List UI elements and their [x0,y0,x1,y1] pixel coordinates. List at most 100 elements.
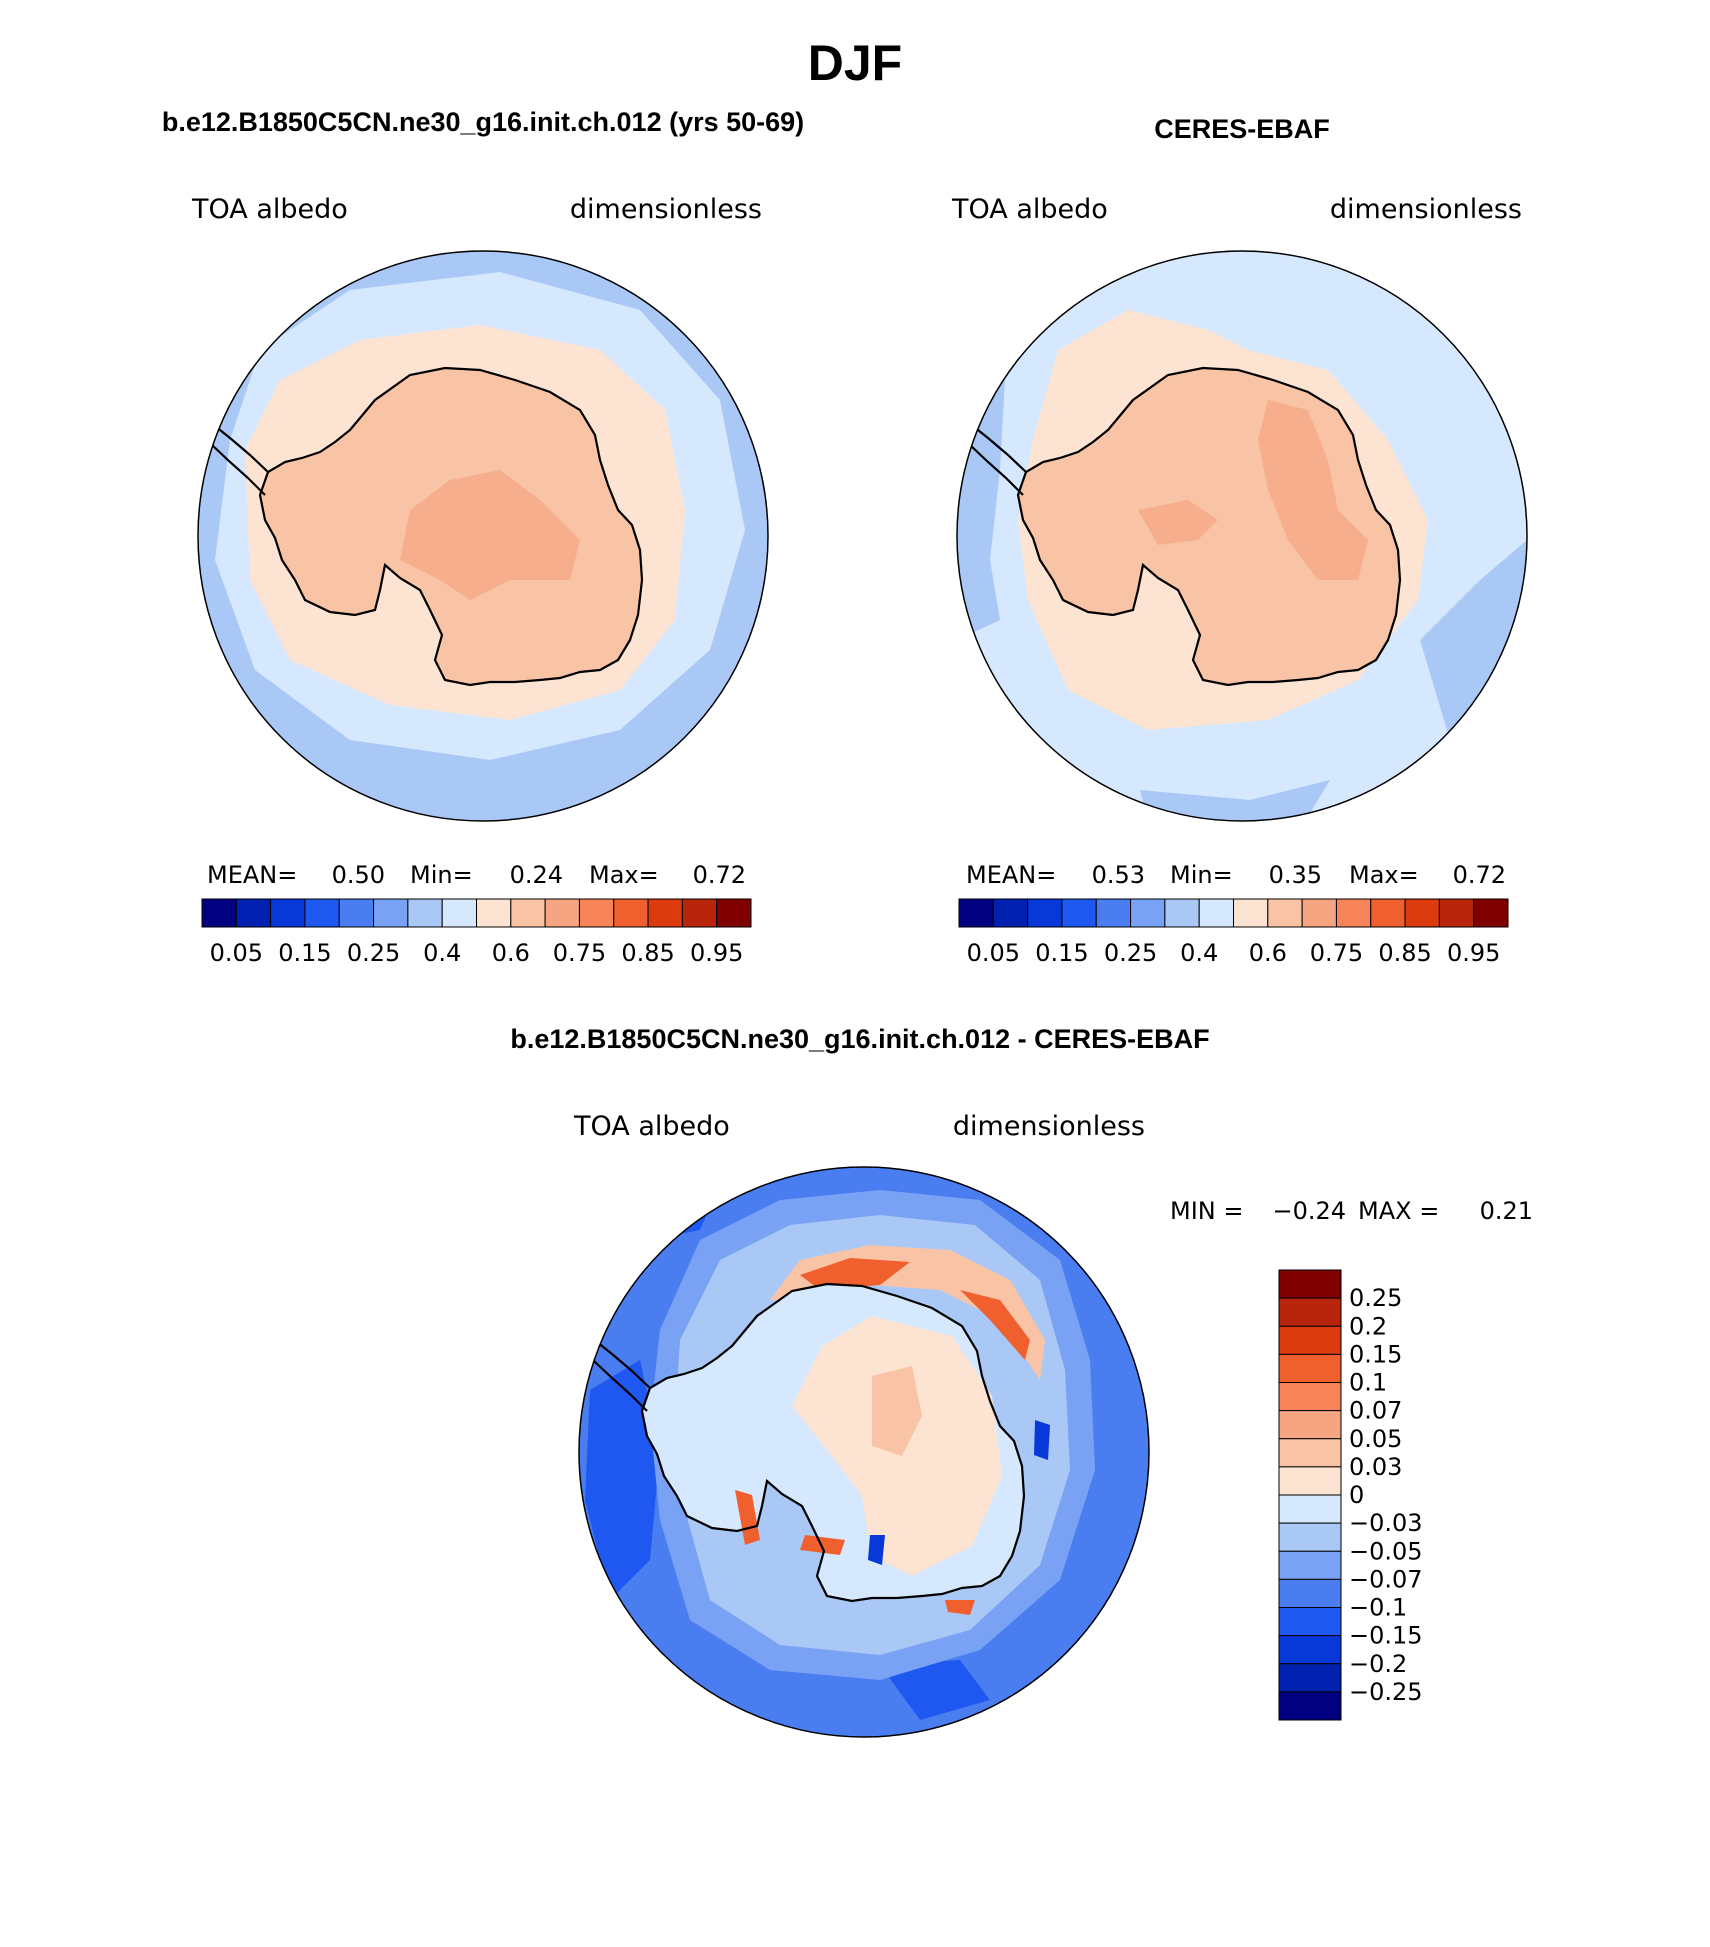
colorbar-tick-label: −0.2 [1349,1650,1407,1678]
panel-model-variable: TOA albedo [191,194,348,225]
colorbar-swatch [544,898,580,928]
east-plateau [1138,500,1218,545]
panel-obs-title: CERES-EBAF [1154,114,1330,144]
colorbar-tick-label: 0.4 [1180,939,1218,967]
colorbar-swatch [1301,898,1337,928]
colorbar-diff: 0.250.20.150.10.070.050.030−0.03−0.05−0.… [1278,1269,1423,1721]
panel-diff-units: dimensionless [953,1111,1145,1142]
colorbar-swatch [1278,1438,1342,1468]
stats-line-model: MEAN= 0.50 Min= 0.24 Max= 0.72 [207,861,746,889]
colorbar-swatch [1027,898,1063,928]
max-value: 0.72 [693,861,746,889]
max-label: Max= [1349,861,1419,889]
colorbar-swatch [476,898,512,928]
colorbar-swatch [1278,1410,1342,1440]
colorbar-swatch [1278,1578,1342,1608]
colorbar-tick-label: −0.05 [1349,1537,1423,1565]
colorbar-tick-label: 0.05 [1349,1425,1402,1453]
min-value: 0.24 [510,861,563,889]
east-plateau [1258,400,1368,580]
colorbar-swatch [992,898,1029,928]
colorbar-swatch [1335,898,1372,928]
colorbar-swatch [578,898,615,928]
panel-diff: b.e12.B1850C5CN.ne30_g16.init.ch.012 - C… [510,1024,1533,1738]
colorbar-tick-label: 0.1 [1349,1369,1387,1397]
colorbar-swatch [270,898,306,928]
min-value: 0.35 [1269,861,1322,889]
colorbar-tick-label: 0.25 [1104,939,1157,967]
colorbar-swatch [1278,1494,1342,1524]
coastal-positive [945,1600,975,1615]
colorbar-swatch [1278,1353,1342,1383]
colorbar-tick-label: 0.2 [1349,1312,1387,1340]
colorbar-swatch [681,898,718,928]
colorbar-tick-label: 0.15 [1035,939,1088,967]
colorbar-swatch [1130,898,1166,928]
colorbar-tick-label: 0.6 [1249,939,1287,967]
east-plateau [400,470,580,600]
colorbar-tick-label: 0.85 [621,939,674,967]
panel-diff-variable: TOA albedo [573,1111,730,1142]
polar-map-model [198,251,768,821]
panel-obs: CERES-EBAF TOA albedo dimensionless MEAN… [951,114,1528,967]
colorbar-swatch [1278,1635,1342,1665]
colorbar-swatch [1370,898,1406,928]
colorbar-tick-label: 0.95 [1447,939,1500,967]
colorbar-tick-label: 0.4 [423,939,461,967]
colorbar-swatch [958,898,994,928]
panel-diff-title: b.e12.B1850C5CN.ne30_g16.init.ch.012 - C… [510,1024,1209,1054]
colorbar-tick-label: 0.05 [210,939,263,967]
coastal-positive [800,1535,845,1555]
mean-value: 0.53 [1092,861,1145,889]
colorbar-tick-label: −0.15 [1349,1622,1423,1650]
colorbar-tick-label: −0.1 [1349,1594,1407,1622]
panel-model-title: b.e12.B1850C5CN.ne30_g16.init.ch.012 (yr… [162,107,804,137]
colorbar-tick-label: −0.25 [1349,1678,1423,1706]
positive-arc-core [960,1290,1030,1360]
colorbar-tick-label: 0.15 [1349,1340,1402,1368]
max-value: 0.72 [1453,861,1506,889]
mean-value: 0.50 [332,861,385,889]
colorbar-swatch [1061,898,1097,928]
colorbar-swatch [716,898,752,928]
colorbar-tick-label: 0.95 [690,939,743,967]
stats-line-obs: MEAN= 0.53 Min= 0.35 Max= 0.72 [966,861,1506,889]
colorbar-swatch [1278,1691,1342,1721]
colorbar-swatch [1278,1550,1342,1580]
colorbar-tick-label: 0.05 [967,939,1020,967]
colorbar-tick-label: 0.15 [278,939,331,967]
panel-obs-units: dimensionless [1330,194,1522,225]
strong-negative-patch [585,1360,660,1600]
figure-title: DJF [808,35,902,91]
colorbar-swatch [1278,1522,1342,1552]
min-label: Min= [410,861,473,889]
colorbar-tick-label: 0 [1349,1481,1364,1509]
colorbar-swatch [647,898,683,928]
colorbar-swatch [1473,898,1509,928]
colorbar-swatch [441,898,477,928]
colorbar-tick-label: 0.85 [1378,939,1431,967]
coastal-positive [735,1490,760,1545]
mean-label: MEAN= [966,861,1056,889]
colorbar-tick-label: 0.75 [553,939,606,967]
map-border [956,250,1528,822]
colorbar-swatch [1164,898,1200,928]
min-label: MIN = [1170,1197,1243,1225]
colorbar-swatch [1278,1269,1342,1299]
map-border [197,250,769,822]
max-label: Max= [589,861,659,889]
colorbar-swatch [1278,1297,1342,1327]
colorbar-tick-label: −0.03 [1349,1509,1423,1537]
stats-diff: MIN = −0.24 MAX = 0.21 [1170,1197,1533,1225]
colorbar-swatch [1278,1663,1342,1693]
colorbar-obs: 0.05 0.15 0.25 0.4 0.6 0.75 0.85 0.95 [958,898,1509,967]
panel-model: b.e12.B1850C5CN.ne30_g16.init.ch.012 (yr… [162,107,804,967]
colorbar-tick-label: 0.25 [347,939,400,967]
colorbar-tick-label: 0.25 [1349,1284,1402,1312]
colorbar-tick-label: 0.03 [1349,1453,1402,1481]
map-border [578,1166,1150,1738]
colorbar-swatch [235,898,272,928]
colorbar-swatch [1267,898,1303,928]
panel-model-units: dimensionless [570,194,762,225]
